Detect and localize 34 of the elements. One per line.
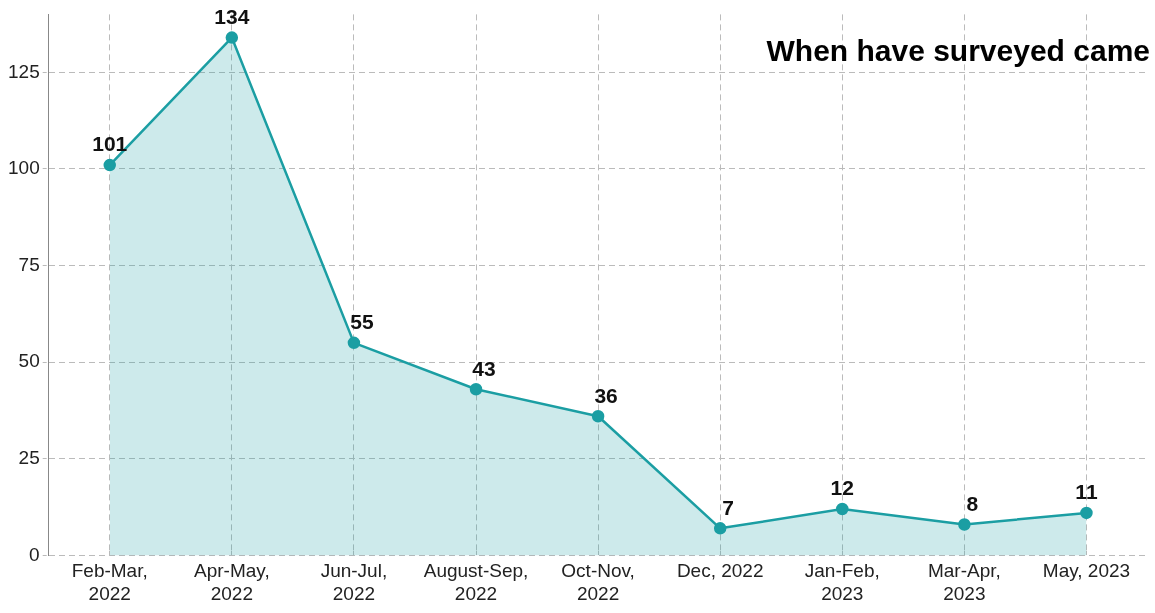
data-label: 43	[472, 356, 496, 380]
x-tick-label: Dec, 2022	[676, 560, 764, 582]
data-label: 7	[722, 495, 735, 519]
point	[591, 410, 605, 423]
point	[103, 158, 116, 172]
x-tick-label: Oct-Nov, 2022	[561, 560, 635, 604]
data-label: 36	[594, 383, 618, 407]
data-label: 12	[830, 476, 854, 500]
x-tick-label: Feb-Mar, 2022	[71, 560, 148, 604]
y-tick-label: 75	[18, 253, 40, 275]
y-tick-label: 100	[8, 157, 40, 179]
y-tick-label: 125	[8, 60, 40, 82]
point	[347, 336, 361, 350]
y-tick-label: 0	[29, 543, 40, 565]
x-tick-label: May, 2023	[1042, 560, 1131, 582]
y-tick-label: 50	[18, 350, 40, 372]
point	[225, 31, 239, 44]
point	[469, 382, 483, 396]
data-label: 134	[214, 4, 250, 28]
y-tick-label: 25	[18, 447, 40, 469]
x-tick-label: Jun-Jul, 2022	[320, 560, 388, 604]
point	[1080, 506, 1093, 520]
x-tick-label: Mar-Apr, 2023	[927, 560, 1001, 604]
x-tick-label: August-Sep, 2022	[423, 560, 529, 604]
text: When have surveyed came	[766, 33, 1150, 67]
data-label: 101	[92, 132, 128, 156]
point	[958, 518, 971, 531]
x-tick-label: Apr-May, 2022	[194, 560, 270, 604]
data-label: 8	[966, 491, 979, 515]
point	[836, 502, 849, 516]
data-label: 55	[350, 310, 374, 334]
point	[713, 522, 727, 535]
data-label: 11	[1075, 480, 1098, 504]
x-tick-label: Jan-Feb, 2023	[804, 560, 880, 604]
